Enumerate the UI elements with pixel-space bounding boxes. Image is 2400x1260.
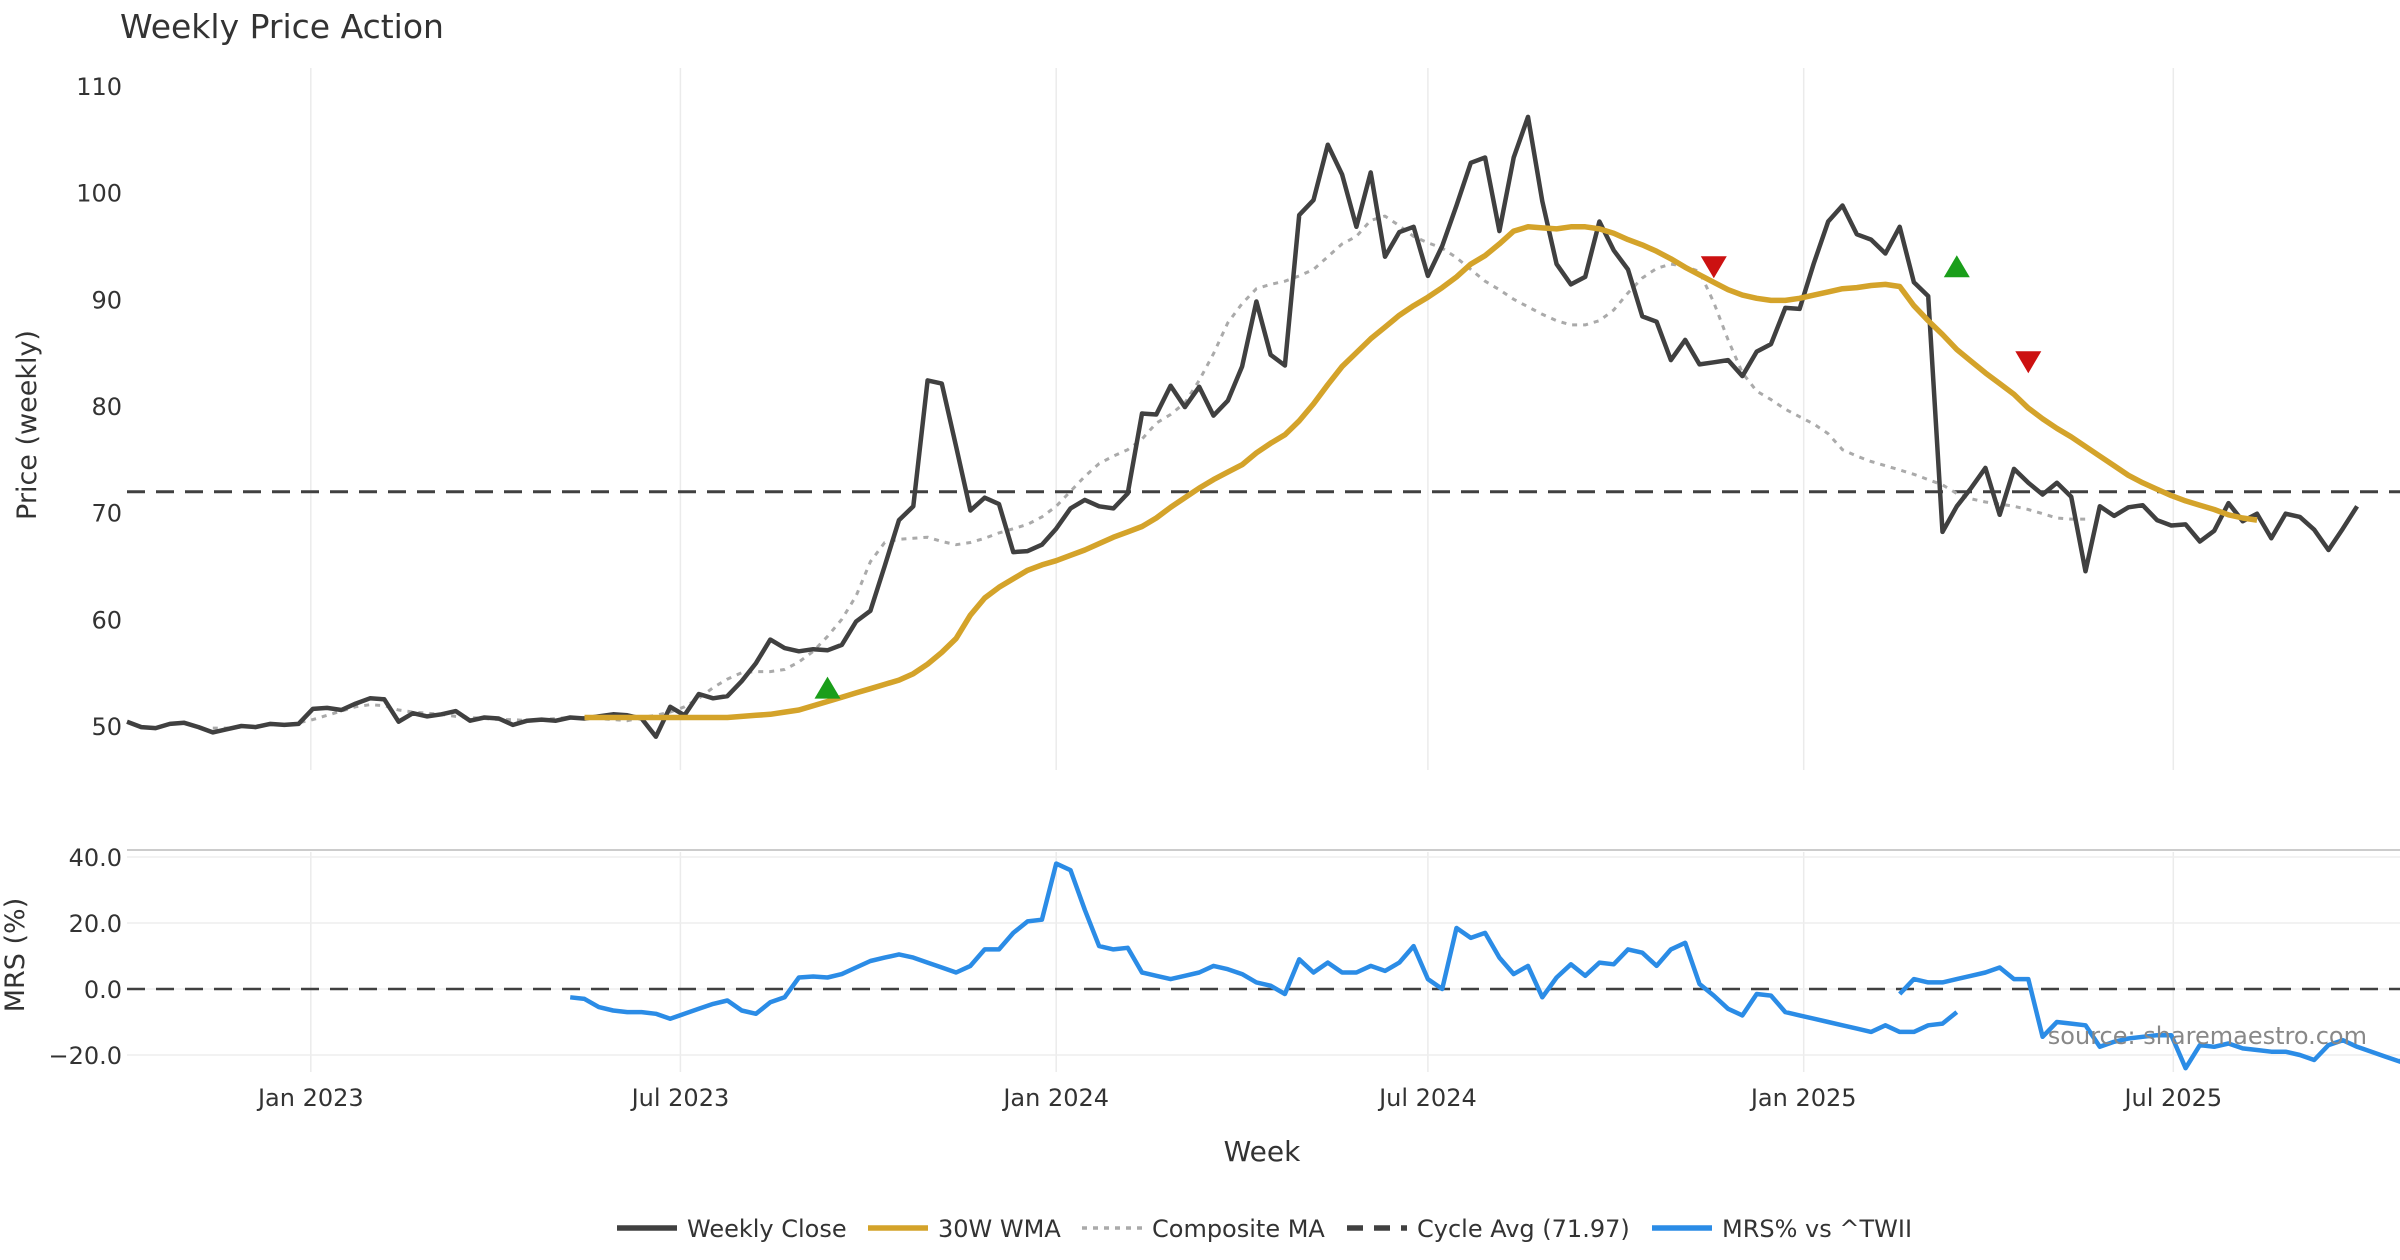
- buy-signal-marker: [814, 676, 841, 699]
- source-annotation: source: sharemaestro.com: [2048, 1022, 2367, 1050]
- x-tick-label: Jan 2024: [1001, 1084, 1109, 1112]
- legend-item: Weekly Close: [617, 1215, 847, 1243]
- mrs-plot-area: [127, 861, 2400, 1071]
- price-y-tick-label: 80: [91, 393, 122, 421]
- price-y-tick-label: 90: [91, 286, 122, 314]
- x-tick-label: Jul 2024: [1377, 1084, 1477, 1112]
- legend-label: Composite MA: [1152, 1215, 1325, 1243]
- legend-item: Cycle Avg (71.97): [1347, 1215, 1630, 1243]
- legend-item: MRS% vs ^TWII: [1652, 1215, 1912, 1243]
- price-y-tick-label: 60: [91, 606, 122, 634]
- chart-legend: Weekly Close 30W WMA Composite MA Cycle Avg…: [617, 1215, 1912, 1243]
- price-gridlines: [310, 68, 2175, 770]
- legend-label: 30W WMA: [938, 1215, 1061, 1243]
- mrs-line-segment: [1898, 965, 2400, 1071]
- price-y-tick-labels: 50 60 70 80 90 100 110: [76, 73, 122, 741]
- legend-label: MRS% vs ^TWII: [1722, 1215, 1912, 1243]
- sell-signal-marker: [2015, 351, 2042, 374]
- x-tick-label: Jul 2025: [2122, 1084, 2222, 1112]
- x-tick-label: Jul 2023: [630, 1084, 730, 1112]
- mrs-line-segment: [569, 861, 1959, 1035]
- mrs-y-tick-labels: 40.0 20.0 0.0 −20.0: [48, 844, 122, 1070]
- price-y-axis-label: Price (weekly): [12, 330, 43, 520]
- weekly-close-line: [126, 114, 2359, 739]
- mrs-y-tick-label: 40.0: [69, 844, 122, 872]
- x-tick-labels: Jan 2023 Jul 2023 Jan 2024 Jul 2024 Jan 2025…: [256, 1084, 2222, 1112]
- chart-title: Weekly Price Action: [120, 7, 444, 46]
- legend-item: Composite MA: [1082, 1215, 1325, 1243]
- legend-label: Cycle Avg (71.97): [1417, 1215, 1630, 1243]
- price-y-tick-label: 50: [91, 713, 122, 741]
- price-plot-area: [126, 114, 2400, 739]
- mrs-y-tick-label: 20.0: [69, 910, 122, 938]
- price-y-tick-label: 100: [76, 180, 122, 208]
- mrs-y-tick-label: 0.0: [84, 976, 122, 1004]
- price-y-tick-label: 70: [91, 500, 122, 528]
- legend-item: 30W WMA: [868, 1215, 1061, 1243]
- mrs-y-axis-label: MRS (%): [0, 898, 31, 1013]
- buy-signal-marker: [1943, 255, 1970, 278]
- sell-signal-marker: [1700, 256, 1727, 279]
- x-axis-label: Week: [1224, 1135, 1301, 1168]
- x-tick-label: Jan 2025: [1749, 1084, 1857, 1112]
- wma-30w-line: [584, 224, 2258, 721]
- price-y-tick-label: 110: [76, 73, 122, 101]
- x-tick-label: Jan 2023: [256, 1084, 364, 1112]
- legend-label: Weekly Close: [687, 1215, 847, 1243]
- mrs-y-tick-label: −20.0: [48, 1042, 122, 1070]
